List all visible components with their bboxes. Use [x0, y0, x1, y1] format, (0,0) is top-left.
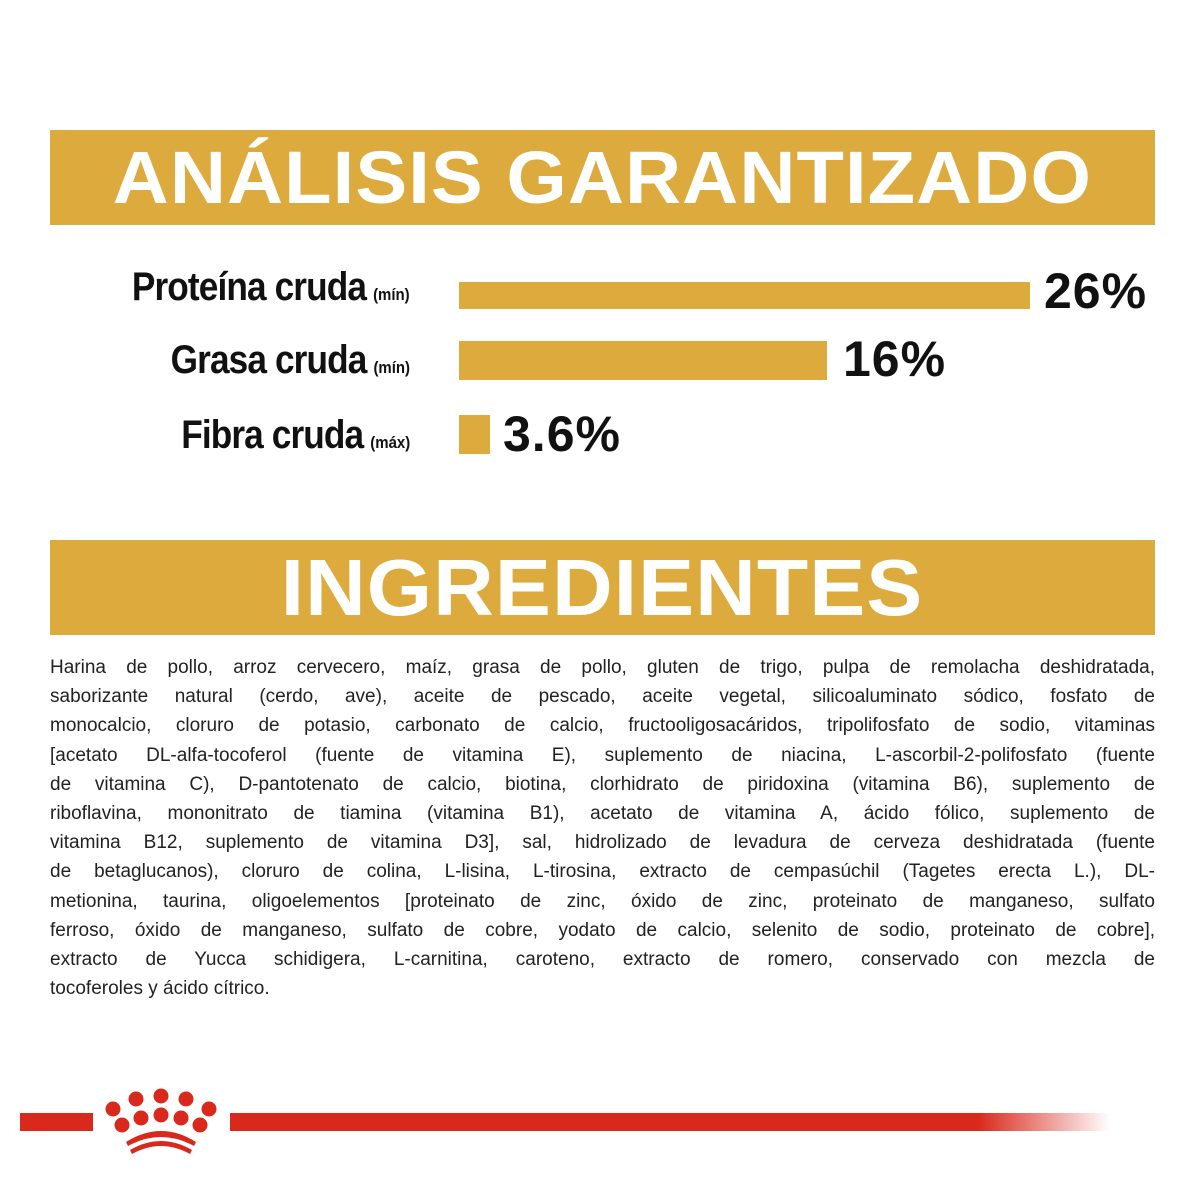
ingredients-line: vitamina B12, suplemento de vitamina D3]… — [50, 832, 1155, 854]
row-label: Fibra cruda (máx) — [181, 413, 410, 458]
value-bar — [459, 282, 1030, 309]
ingredients-line: tocoferoles y ácido cítrico. — [50, 978, 270, 1000]
guaranteed-analysis-header: ANÁLISIS GARANTIZADO — [50, 130, 1155, 225]
ingredients-text: Harina de pollo, arroz cervecero, maíz, … — [50, 653, 1155, 1003]
ingredients-header: INGREDIENTES — [50, 540, 1155, 635]
value-bar — [459, 341, 827, 380]
ingredients-line: extracto de Yucca schidigera, L-carnitin… — [50, 949, 1155, 971]
analysis-row-fiber: Fibra cruda (máx) 3.6% — [0, 406, 1200, 462]
ingredients-line: monocalcio, cloruro de potasio, carbonat… — [50, 715, 1155, 737]
nutrient-qualifier: (máx) — [370, 433, 410, 452]
ingredients-line: riboflavina, mononitrato de tiamina (vit… — [50, 803, 1155, 825]
nutrient-qualifier: (mín) — [373, 285, 410, 304]
guaranteed-analysis-title: ANÁLISIS GARANTIZADO — [112, 136, 1093, 219]
nutrient-value: 26% — [1044, 263, 1148, 319]
left-stripe — [20, 1113, 93, 1131]
nutrient-value: 16% — [843, 331, 947, 387]
ingredients-line: saborizante natural (cerdo, ave), aceite… — [50, 686, 1155, 708]
ingredients-title: INGREDIENTES — [281, 542, 924, 632]
nutrient-name: Proteína cruda — [132, 265, 367, 309]
brand-footer — [20, 1088, 1110, 1154]
ingredients-line: [acetato DL-alfa-tocoferol (fuente de vi… — [50, 744, 1155, 766]
ingredients-line: Harina de pollo, arroz cervecero, maíz, … — [50, 657, 1155, 678]
nutrient-name: Grasa cruda — [170, 338, 368, 382]
ingredients-line: de vitamina C), D-pantotenato de calcio,… — [50, 773, 1155, 795]
ingredients-line: de betaglucanos), cloruro de colina, L-l… — [50, 861, 1155, 883]
analysis-row-protein: Proteína cruda (mín) 26% — [0, 262, 1200, 319]
value-bar — [459, 415, 490, 454]
nutrient-name: Fibra cruda — [181, 413, 364, 457]
analysis-row-fat: Grasa cruda (mín) 16% — [0, 331, 1200, 387]
ingredients-line: ferroso, óxido de manganeso, sulfato de … — [50, 919, 1155, 941]
right-stripe — [230, 1113, 1110, 1131]
row-label: Grasa cruda (mín) — [171, 338, 410, 383]
nutrient-value: 3.6% — [503, 406, 621, 462]
crown-icon — [105, 1088, 217, 1154]
row-label: Proteína cruda (mín) — [132, 265, 410, 310]
ingredients-line: metionina, taurina, oligoelementos [prot… — [50, 890, 1155, 912]
nutrient-qualifier: (mín) — [373, 358, 410, 377]
